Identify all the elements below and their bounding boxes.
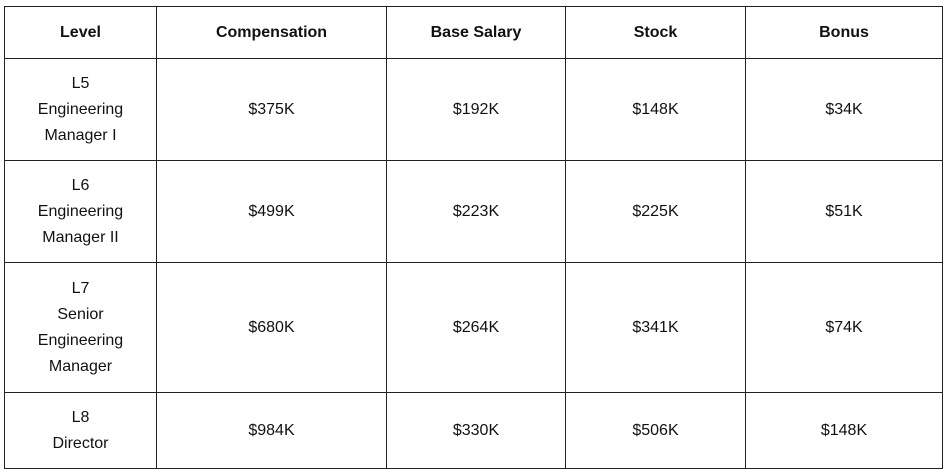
level-line: Manager II	[42, 228, 119, 246]
table-body: L5 Engineering Manager I $375K $192K $148K $34…	[4, 58, 943, 469]
level-line: Manager	[48, 357, 113, 375]
table-row: L8 Director $984K $330K $506K $148K	[4, 392, 943, 469]
level-line: L7	[71, 279, 90, 297]
level-cell: L8 Director	[4, 392, 157, 469]
level-line: Engineering	[37, 202, 124, 220]
level-line: L6	[71, 176, 90, 194]
value-cell: $506K	[565, 392, 746, 469]
value-cell: $341K	[565, 262, 746, 393]
level-cell: L6 Engineering Manager II	[4, 160, 157, 263]
compensation-table: Level Compensation Base Salary Stock Bonus L…	[4, 6, 943, 469]
value-cell: $225K	[565, 160, 746, 263]
level-line: Manager I	[44, 126, 117, 144]
level-cell: L5 Engineering Manager I	[4, 58, 157, 161]
level-line: Director	[52, 434, 109, 452]
table-row: L5 Engineering Manager I $375K $192K $148K $34…	[4, 58, 943, 161]
value-cell: $34K	[745, 58, 943, 161]
level-line: Engineering	[37, 331, 124, 349]
value-cell: $680K	[156, 262, 387, 393]
value-cell: $148K	[745, 392, 943, 469]
level-line: L8	[71, 408, 90, 426]
header-cell: Compensation	[156, 6, 387, 59]
level-cell: L7 Senior Engineering Manager	[4, 262, 157, 393]
header-row: Level Compensation Base Salary Stock Bonus	[4, 6, 943, 59]
value-cell: $499K	[156, 160, 387, 263]
value-cell: $264K	[386, 262, 566, 393]
table-head: Level Compensation Base Salary Stock Bonus	[4, 6, 943, 59]
value-cell: $330K	[386, 392, 566, 469]
level-line: Senior	[57, 305, 104, 323]
table-row: L7 Senior Engineering Manager $680K $264K $341…	[4, 262, 943, 393]
value-cell: $223K	[386, 160, 566, 263]
value-cell: $51K	[745, 160, 943, 263]
header-cell: Bonus	[745, 6, 943, 59]
level-line: L5	[71, 74, 90, 92]
level-line: Engineering	[37, 100, 124, 118]
header-cell: Base Salary	[386, 6, 566, 59]
header-cell: Stock	[565, 6, 746, 59]
value-cell: $74K	[745, 262, 943, 393]
header-cell: Level	[4, 6, 157, 59]
value-cell: $984K	[156, 392, 387, 469]
value-cell: $192K	[386, 58, 566, 161]
value-cell: $375K	[156, 58, 387, 161]
value-cell: $148K	[565, 58, 746, 161]
table-row: L6 Engineering Manager II $499K $223K $225K $5…	[4, 160, 943, 263]
